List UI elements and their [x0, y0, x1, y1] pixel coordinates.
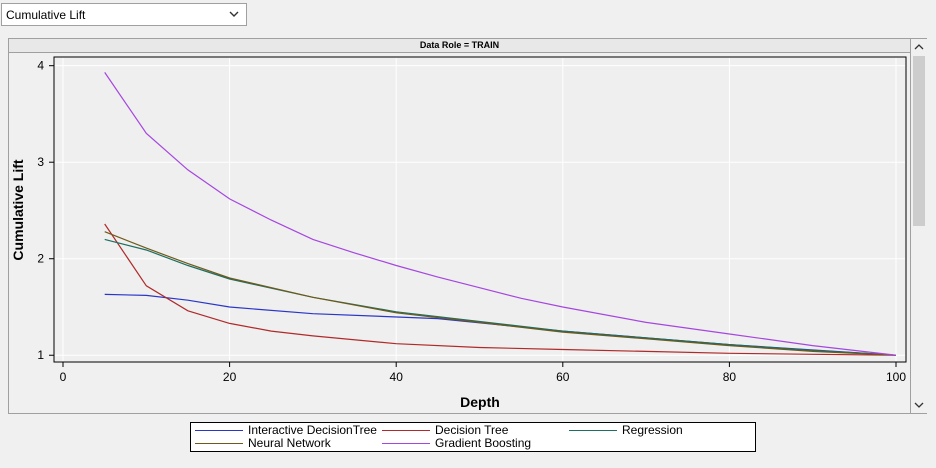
y-axis-label: Cumulative Lift: [10, 159, 26, 260]
y-tick-label: 3: [37, 155, 44, 169]
legend-label: Regression: [622, 423, 683, 437]
y-axis: 1 2 3 4: [37, 59, 54, 362]
legend-label: Gradient Boosting: [435, 436, 532, 450]
grid-lines: [55, 58, 905, 361]
chart-type-dropdown[interactable]: Cumulative Lift: [1, 3, 247, 26]
legend-swatch: [382, 430, 430, 431]
scroll-up-icon[interactable]: [914, 42, 924, 52]
chevron-down-icon: [229, 11, 239, 17]
plot-area: [53, 56, 907, 363]
panel-header: Data Role = TRAIN: [9, 39, 910, 53]
legend-label: Decision Tree: [435, 423, 509, 437]
scrollbar-thumb[interactable]: [913, 56, 925, 226]
vertical-scrollbar[interactable]: [911, 38, 927, 414]
x-axis-label: Depth: [460, 394, 500, 410]
series-line-2: [104, 238, 897, 356]
chart-type-value: Cumulative Lift: [6, 8, 86, 22]
y-tick-label: 1: [37, 348, 44, 362]
toolbar: Cumulative Lift: [0, 0, 936, 30]
x-tick-label: 100: [886, 370, 906, 384]
legend-swatch: [382, 443, 430, 444]
legend-label: Neural Network: [248, 436, 331, 450]
x-axis: 0 20 40 60 80 100: [60, 362, 906, 384]
legend-label: Interactive DecisionTree: [248, 423, 377, 437]
legend-swatch: [195, 443, 243, 444]
chart-legend: Interactive DecisionTree Decision Tree Reg…: [190, 422, 756, 452]
lift-chart: 0 20 40 60 80 100 1 2 3 4 Depth Cumulative Lift: [10, 56, 907, 410]
x-tick-label: 40: [390, 370, 404, 384]
series-line-1: [104, 223, 897, 356]
scroll-down-icon[interactable]: [914, 400, 924, 410]
x-tick-label: 80: [723, 370, 737, 384]
x-tick-label: 60: [556, 370, 570, 384]
series-lines: [104, 72, 897, 356]
y-tick-label: 2: [37, 252, 44, 266]
legend-swatch: [569, 430, 617, 431]
series-line-4: [104, 72, 897, 356]
x-tick-label: 0: [60, 370, 67, 384]
y-tick-label: 4: [37, 59, 44, 73]
legend-swatch: [195, 430, 243, 431]
series-line-3: [104, 231, 897, 356]
x-tick-label: 20: [223, 370, 237, 384]
